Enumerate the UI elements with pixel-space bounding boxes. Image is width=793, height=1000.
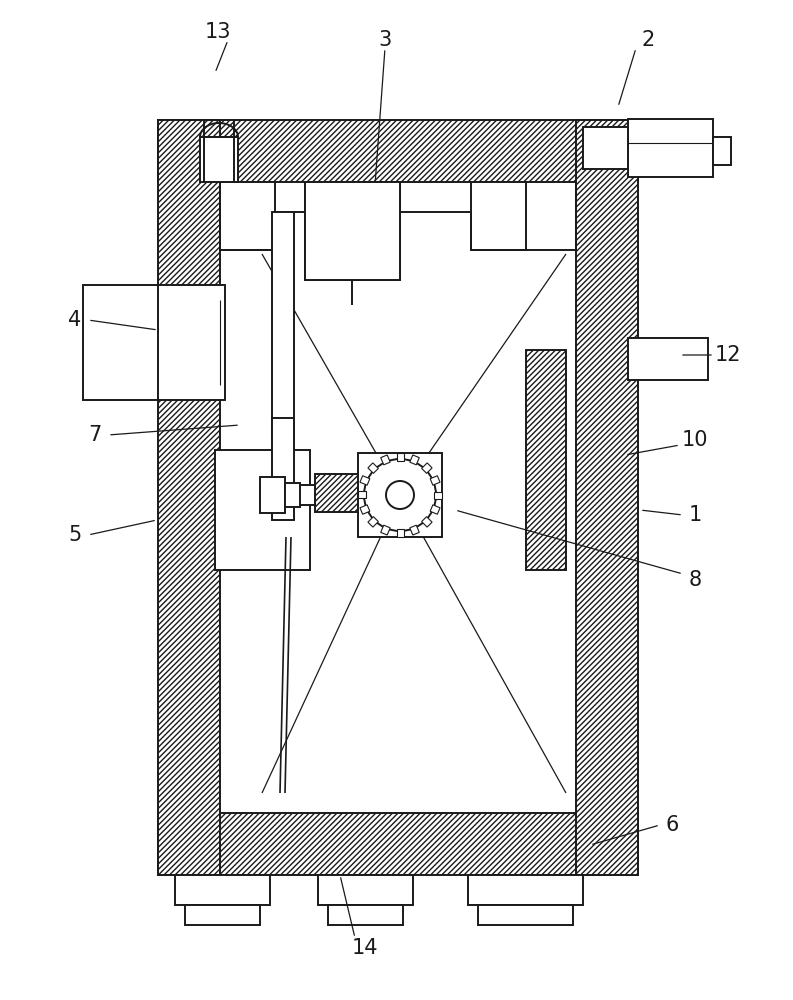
Bar [260, 485, 315, 505]
Text: 13: 13 [205, 22, 232, 42]
Text: 5: 5 [68, 525, 82, 545]
Bar [471, 182, 526, 250]
Bar [628, 338, 708, 380]
Bar [158, 120, 220, 875]
Bar [272, 212, 294, 440]
Circle shape [364, 459, 436, 531]
Bar [430, 476, 440, 485]
Bar [200, 137, 238, 182]
Bar [215, 450, 310, 570]
Text: 4: 4 [68, 310, 82, 330]
Bar [381, 455, 390, 465]
Bar [158, 120, 638, 182]
Bar [628, 119, 713, 177]
Bar [381, 525, 390, 535]
Bar [468, 875, 583, 905]
Bar [410, 455, 419, 465]
Bar [422, 463, 432, 473]
Bar [478, 905, 573, 925]
Bar [526, 350, 566, 570]
Bar [368, 517, 378, 527]
Bar [713, 137, 731, 165]
Bar [368, 463, 378, 473]
Text: 12: 12 [714, 345, 741, 365]
Text: 3: 3 [378, 30, 392, 50]
Bar [358, 491, 366, 498]
Bar [576, 120, 638, 875]
Bar [360, 476, 370, 485]
Bar [175, 875, 270, 905]
Bar [158, 813, 638, 875]
Bar [220, 182, 275, 250]
Bar [360, 505, 370, 514]
Text: 2: 2 [642, 30, 655, 50]
Bar [318, 875, 413, 905]
Bar [305, 182, 400, 280]
Bar [220, 182, 576, 813]
Bar [396, 529, 404, 537]
Text: 7: 7 [88, 425, 102, 445]
Text: 1: 1 [688, 505, 702, 525]
Bar [315, 474, 367, 512]
Text: 8: 8 [688, 570, 702, 590]
Bar [434, 491, 442, 498]
Bar [260, 477, 285, 513]
Bar [83, 285, 225, 400]
Text: 10: 10 [682, 430, 708, 450]
Bar [305, 182, 400, 280]
Bar [396, 453, 404, 461]
Bar [410, 525, 419, 535]
Bar [358, 453, 442, 537]
Bar [422, 517, 432, 527]
Bar [328, 905, 403, 925]
Bar [285, 483, 300, 507]
Text: 6: 6 [665, 815, 679, 835]
Bar [272, 418, 294, 520]
Bar [430, 505, 440, 514]
Text: 14: 14 [352, 938, 378, 958]
Circle shape [386, 481, 414, 509]
Bar [583, 127, 628, 169]
Bar [185, 905, 260, 925]
